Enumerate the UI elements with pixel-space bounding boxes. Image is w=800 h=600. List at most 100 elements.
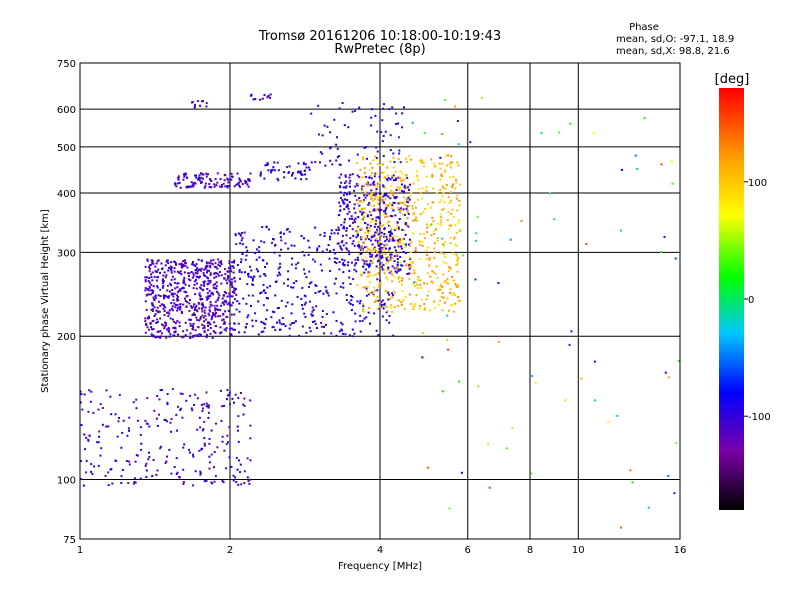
data-point — [456, 161, 459, 164]
data-point — [348, 159, 350, 162]
data-point — [323, 332, 326, 335]
data-point — [276, 274, 279, 277]
data-point — [330, 332, 333, 335]
colorbar-tick-label: 100 — [748, 178, 767, 189]
data-point — [451, 161, 454, 164]
data-point — [361, 286, 364, 289]
data-point — [192, 335, 195, 338]
data-point — [231, 295, 234, 298]
data-point — [128, 463, 131, 466]
data-point — [250, 269, 253, 272]
data-point — [413, 272, 416, 275]
data-point — [382, 185, 385, 188]
x-tick-label: 4 — [377, 545, 383, 556]
data-point — [389, 256, 392, 259]
data-point — [462, 254, 465, 257]
data-point — [378, 307, 381, 310]
data-point — [161, 332, 163, 335]
data-point — [377, 233, 380, 236]
data-point — [362, 265, 365, 268]
data-point — [335, 159, 338, 162]
data-point — [150, 283, 153, 286]
data-point — [339, 205, 342, 208]
data-point — [194, 174, 196, 177]
data-point — [393, 239, 396, 242]
data-point — [369, 249, 372, 252]
data-point — [498, 341, 500, 343]
data-point — [389, 253, 392, 256]
data-point — [397, 228, 400, 231]
data-point — [158, 310, 161, 313]
data-point — [182, 446, 185, 449]
data-point — [205, 296, 208, 299]
data-point — [208, 282, 211, 285]
data-point — [232, 265, 234, 268]
data-point — [385, 276, 388, 279]
data-point — [419, 213, 422, 215]
data-point — [262, 321, 265, 324]
data-point — [194, 334, 197, 337]
data-point — [394, 292, 397, 295]
data-point — [364, 146, 367, 148]
data-point — [415, 294, 418, 297]
data-point — [376, 231, 379, 233]
data-point — [417, 198, 420, 201]
data-point — [405, 185, 408, 188]
data-point — [429, 309, 431, 312]
data-point — [340, 247, 342, 250]
data-point — [368, 176, 371, 179]
data-point — [183, 276, 186, 279]
data-point — [184, 283, 187, 286]
data-point — [151, 261, 154, 264]
data-point — [409, 244, 412, 247]
data-point — [366, 285, 369, 288]
data-point — [382, 263, 385, 266]
data-point — [324, 323, 327, 326]
data-point — [212, 293, 214, 296]
data-point — [271, 168, 274, 171]
data-point — [418, 240, 421, 243]
data-point — [340, 173, 343, 176]
data-point — [223, 179, 226, 182]
data-point — [163, 305, 166, 307]
data-point — [168, 448, 171, 451]
data-point — [413, 269, 416, 272]
data-point — [379, 262, 382, 265]
data-point — [592, 132, 595, 135]
data-point — [126, 460, 128, 462]
data-point — [301, 173, 304, 176]
data-point — [184, 334, 187, 337]
data-point — [146, 316, 149, 319]
data-point — [395, 196, 398, 198]
data-point — [389, 178, 392, 181]
data-point — [193, 283, 196, 286]
data-point — [100, 447, 103, 450]
data-point — [157, 276, 159, 279]
data-point — [376, 130, 379, 133]
data-point — [342, 186, 345, 189]
data-point — [338, 201, 341, 204]
data-point — [182, 483, 185, 485]
data-point — [303, 254, 306, 257]
data-point — [279, 328, 282, 331]
data-point — [226, 303, 229, 306]
data-point — [84, 448, 86, 451]
data-point — [394, 170, 397, 173]
data-point — [156, 286, 159, 289]
data-point — [235, 243, 238, 246]
data-point — [337, 226, 340, 229]
data-point — [202, 327, 205, 330]
data-point — [166, 284, 169, 287]
data-point — [230, 278, 233, 281]
data-point — [377, 266, 380, 269]
data-point — [250, 304, 252, 307]
data-point — [267, 169, 270, 172]
data-point — [362, 199, 365, 202]
data-point — [243, 231, 246, 234]
data-point — [407, 189, 410, 191]
data-point — [148, 317, 151, 320]
data-point — [249, 172, 252, 175]
data-point — [440, 224, 443, 227]
data-point — [210, 262, 213, 265]
data-point — [215, 285, 218, 288]
